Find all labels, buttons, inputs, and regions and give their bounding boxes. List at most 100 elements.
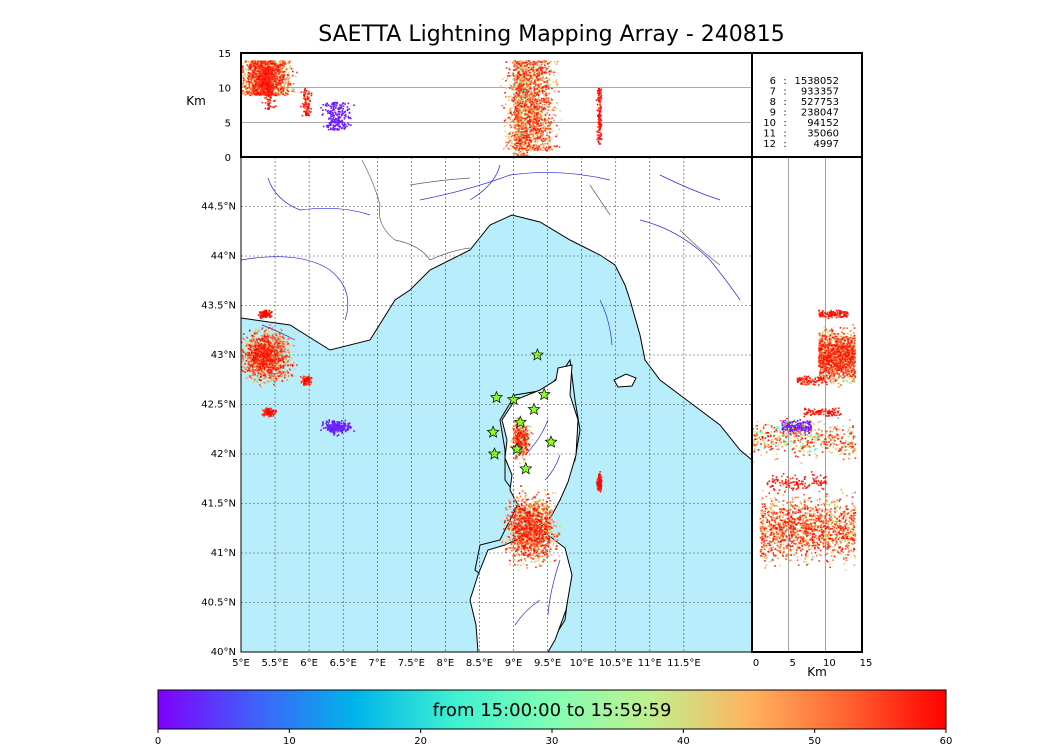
lightning-source-point [526,433,529,435]
lightning-source-point [521,507,523,510]
lightning-source-point [546,526,548,529]
lightning-source-point [267,413,269,416]
lightning-source-point [536,545,538,547]
lightning-source-point [510,524,513,526]
lightning-source-point [528,445,530,447]
lightning-source-point [521,515,524,517]
lightning-source-point [262,345,265,347]
lightning-source-point [512,430,515,433]
lightning-source-point [262,364,265,367]
lightning-source-point [281,359,284,362]
lightning-source-point [249,375,252,377]
lightning-source-point [517,543,519,546]
lightning-source-point [276,345,279,347]
lightning-source-point [519,543,522,546]
lightning-source-point [268,355,271,358]
lightning-source-point [541,518,544,521]
lightning-source-point [508,519,510,522]
lightning-source-point [261,311,264,313]
lightning-source-point [534,552,537,555]
lightning-source-point [547,545,550,548]
lon-tick-label: 11°E [638,658,662,669]
lightning-source-point [512,527,514,530]
lightning-source-point [246,357,249,360]
lightning-source-point [527,513,529,515]
lightning-source-point [265,331,267,334]
lightning-source-point [329,424,332,427]
lightning-source-point [517,518,519,520]
lightning-source-point [552,521,555,523]
lightning-source-point [267,352,269,354]
lightning-source-point [528,542,530,544]
lightning-source-point [269,357,271,360]
lightning-source-point [529,547,531,549]
lightning-source-point [525,553,528,555]
lightning-source-point [510,520,512,523]
lightning-source-point [533,524,536,527]
lightning-source-point [527,443,530,446]
lightning-source-point [341,426,343,428]
lightning-source-point [556,548,558,550]
lightning-source-point [515,540,517,543]
lightning-source-point [531,539,533,542]
lightning-source-point [280,371,282,374]
lightning-source-point [527,519,529,522]
lightning-source-point [261,348,263,351]
lightning-source-point [270,315,273,317]
lightning-source-point [525,444,528,446]
lightning-source-point [303,382,306,384]
lightning-source-point [271,328,273,331]
lightning-source-point [513,513,516,516]
lightning-source-point [515,531,518,534]
lightning-source-point [547,540,550,543]
lightning-source-point [524,439,527,442]
lightning-source-point [275,375,277,378]
lightning-source-point [503,525,506,527]
lightning-source-point [263,356,265,358]
lightning-source-point [521,540,523,543]
lightning-source-point [273,350,275,353]
lightning-source-point [597,482,599,485]
lightning-source-point [526,531,528,533]
lightning-source-point [517,429,519,432]
lightning-source-point [515,504,517,507]
lightning-source-point [273,367,276,369]
lon-alt-point [279,93,282,96]
lightning-source-point [540,549,543,552]
lon-alt-point [252,62,255,64]
lightning-source-point [534,503,537,506]
lightning-source-point [525,438,528,441]
lightning-source-point [528,513,531,515]
lon-alt-point [234,76,236,78]
lightning-source-point [248,351,251,353]
lightning-source-point [545,553,548,556]
lightning-source-point [270,362,272,364]
lightning-source-point [286,355,289,357]
lightning-source-point [525,433,528,436]
lightning-source-point [545,525,547,528]
lightning-source-point [255,369,257,371]
lightning-source-point [546,550,549,553]
lightning-source-point [597,478,599,480]
lightning-source-point [545,528,548,531]
lightning-source-point [529,430,532,432]
lightning-source-point [257,360,260,362]
lightning-source-point [333,420,335,422]
lightning-source-point [248,369,250,371]
lon-alt-point [287,87,289,90]
lightning-source-point [532,524,535,526]
lightning-source-point [301,379,304,382]
lightning-source-point [259,366,262,369]
lightning-source-point [328,428,331,431]
lightning-source-point [524,434,526,436]
lightning-source-point [258,359,261,362]
lightning-source-point [275,370,278,373]
lon-alt-point [243,93,246,96]
lightning-source-point [550,509,553,511]
lightning-source-point [327,428,330,431]
lightning-source-point [539,526,541,528]
lightning-source-point [517,500,520,502]
lightning-source-point [522,449,524,452]
lightning-source-point [524,541,527,543]
lightning-source-point [287,342,289,345]
